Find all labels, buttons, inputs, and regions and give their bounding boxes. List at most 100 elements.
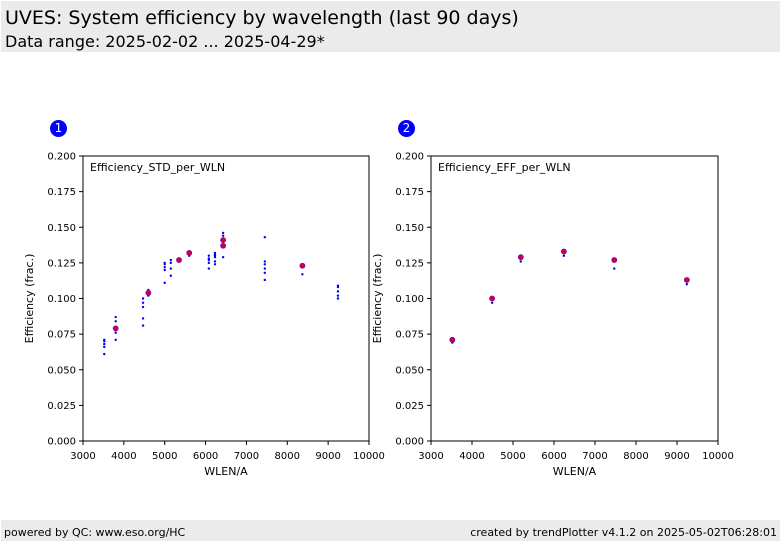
data-point xyxy=(169,274,173,277)
data-point xyxy=(163,281,166,285)
x-tick-label: 9000 xyxy=(664,451,689,462)
y-tick-label: 0.050 xyxy=(395,365,424,376)
median-point xyxy=(186,249,193,256)
x-tick-label: 7000 xyxy=(234,451,259,462)
data-point xyxy=(114,315,117,319)
data-point xyxy=(213,263,217,266)
y-tick-label: 0.200 xyxy=(395,152,424,163)
data-point xyxy=(207,254,211,257)
data-point xyxy=(263,260,267,263)
plot-2: 3000 4000 5000 6000 7000 8000 9000 10000 0.000 0.… xyxy=(371,152,734,479)
y-tick-label: 0.000 xyxy=(395,437,424,448)
footer-credit: powered by QC: www.eso.org/HC xyxy=(4,526,186,539)
plot-1: 3000 4000 5000 6000 7000 8000 9000 10000 0.000 0.… xyxy=(23,152,385,479)
x-tick-label: 6000 xyxy=(541,451,566,462)
footer-generator: created by trendPlotter v4.1.2 on 2025-0… xyxy=(470,526,777,539)
plot-frame xyxy=(430,155,719,442)
data-point xyxy=(562,254,566,257)
data-point xyxy=(141,301,145,304)
data-point xyxy=(221,255,225,259)
data-point xyxy=(169,258,173,262)
data-point xyxy=(141,297,145,300)
y-tick-label: 0.150 xyxy=(395,223,424,234)
data-point xyxy=(336,284,340,287)
y-tick-label: 0.175 xyxy=(47,187,76,198)
data-point xyxy=(263,271,267,275)
data-point xyxy=(114,331,117,334)
y-tick-label: 0.075 xyxy=(395,330,424,341)
data-point xyxy=(169,261,173,265)
data-point xyxy=(163,268,166,272)
median-point xyxy=(220,242,227,249)
data-point xyxy=(207,267,211,270)
median-point xyxy=(449,336,456,343)
x-tick-label: 8000 xyxy=(275,451,300,462)
x-tick-label: 8000 xyxy=(623,451,648,462)
data-point xyxy=(613,267,616,270)
y-tick-label: 0.025 xyxy=(47,401,76,412)
plot-frame xyxy=(82,155,370,442)
data-point xyxy=(141,317,145,320)
x-tick-label: 10000 xyxy=(353,451,385,462)
data-point xyxy=(103,342,106,346)
data-point xyxy=(141,324,145,327)
y-tick-label: 0.125 xyxy=(47,258,76,269)
data-point xyxy=(207,257,211,260)
y-tick-label: 0.075 xyxy=(47,330,76,341)
data-point xyxy=(221,231,225,235)
data-point xyxy=(336,294,340,297)
x-axis-label: WLEN/A xyxy=(204,465,248,478)
data-point xyxy=(163,261,166,265)
x-axis-label: WLEN/A xyxy=(553,465,597,478)
x-tick-label: 3000 xyxy=(70,451,95,462)
data-point xyxy=(114,320,117,323)
y-tick-label: 0.000 xyxy=(47,437,76,448)
median-point xyxy=(611,257,618,263)
x-tick-label: 4000 xyxy=(459,451,484,462)
y-axis-label: Efficiency (frac.) xyxy=(371,254,384,344)
data-point xyxy=(141,305,145,309)
data-point xyxy=(169,267,173,270)
data-point xyxy=(263,278,267,282)
x-tick-label: 7000 xyxy=(582,451,607,462)
median-point xyxy=(145,289,152,296)
x-tick-label: 5000 xyxy=(500,451,525,462)
median-point xyxy=(112,325,119,332)
data-point xyxy=(163,265,166,269)
plot-2-badge: 2 xyxy=(398,120,415,137)
x-tick-label: 10000 xyxy=(702,451,734,462)
plot-title: Efficiency_EFF_per_WLN xyxy=(438,161,571,174)
data-point xyxy=(336,290,340,293)
data-point xyxy=(103,345,106,349)
data-point xyxy=(263,236,267,239)
median-point xyxy=(220,237,227,243)
y-tick-label: 0.200 xyxy=(47,152,76,163)
median-point xyxy=(683,277,690,283)
data-point xyxy=(114,338,117,342)
data-point xyxy=(213,251,217,255)
x-tick-label: 4000 xyxy=(111,451,136,462)
median-point xyxy=(299,262,306,269)
data-point xyxy=(103,338,106,342)
median-point xyxy=(517,254,524,261)
data-range-subtitle: Data range: 2025-02-02 ... 2025-04-29* xyxy=(5,32,325,51)
page-title: UVES: System efficiency by wavelength (l… xyxy=(5,7,519,29)
data-point xyxy=(336,297,340,300)
y-tick-label: 0.150 xyxy=(47,223,76,234)
x-tick-label: 3000 xyxy=(418,451,443,462)
median-point xyxy=(489,295,495,302)
data-point xyxy=(213,260,217,263)
x-tick-label: 6000 xyxy=(193,451,218,462)
data-point xyxy=(263,267,267,270)
y-axis-label: Efficiency (frac.) xyxy=(23,254,36,344)
data-point xyxy=(221,234,225,237)
y-tick-label: 0.175 xyxy=(395,187,424,198)
data-point xyxy=(685,283,689,286)
y-tick-label: 0.050 xyxy=(47,365,76,376)
data-point xyxy=(207,261,211,265)
y-tick-label: 0.025 xyxy=(395,401,424,412)
median-point xyxy=(560,248,567,255)
x-tick-label: 9000 xyxy=(315,451,340,462)
data-point xyxy=(519,260,522,263)
